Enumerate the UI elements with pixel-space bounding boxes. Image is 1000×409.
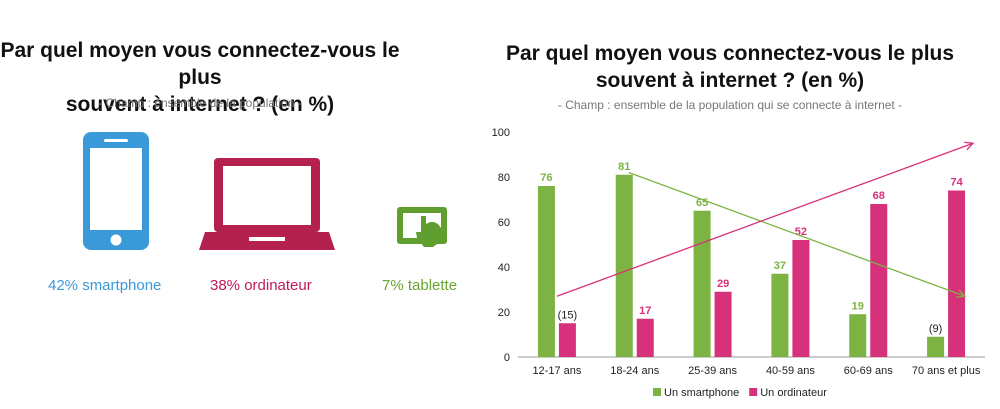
legend-label: Un ordinateur — [760, 387, 827, 399]
tablet-share-label: 7% tablette — [382, 277, 458, 294]
legend-swatch — [749, 388, 758, 396]
data-label: 65 — [696, 197, 708, 209]
bar — [792, 240, 810, 357]
bar — [615, 174, 633, 357]
bar — [693, 210, 711, 357]
x-tick-label: 40-59 ans — [766, 365, 815, 377]
left-subtitle: - Champ : ensemble de la population - — [98, 96, 302, 110]
bar — [636, 318, 654, 357]
y-axis: 0 20 40 60 80 100 — [492, 127, 985, 364]
legend-swatch — [653, 388, 661, 396]
data-label: 81 — [618, 161, 630, 173]
bar — [948, 190, 966, 357]
bars — [537, 174, 966, 357]
x-tick-label: 18-24 ans — [610, 365, 659, 377]
smartphone-trend-arrow — [628, 171, 965, 297]
data-label: 76 — [540, 172, 552, 184]
y-tick-label: 20 — [498, 307, 510, 319]
bar — [849, 314, 867, 357]
right-title: Par quel moyen vous connectez-vous le pl… — [470, 40, 990, 94]
data-label: (15) — [558, 309, 578, 321]
data-label: 19 — [852, 300, 864, 312]
computer-trend-arrow — [556, 143, 973, 297]
legend: Un smartphone Un ordinateur — [653, 387, 827, 399]
bar — [927, 336, 945, 357]
y-tick-label: 80 — [498, 172, 510, 184]
right-subtitle: - Champ : ensemble de la population qui … — [557, 98, 903, 112]
bar — [771, 273, 789, 357]
data-label: 37 — [774, 260, 786, 272]
x-tick-label: 60-69 ans — [844, 365, 893, 377]
y-tick-label: 60 — [498, 217, 510, 229]
legend-label: Un smartphone — [664, 387, 739, 399]
x-axis: 12-17 ans 18-24 ans 25-39 ans 40-59 ans 60-6… — [532, 365, 980, 377]
x-tick-label: 70 ans et plus — [912, 365, 981, 377]
bar — [714, 291, 732, 357]
left-title-line1: Par quel moyen vous connectez-vous le pl… — [0, 39, 400, 89]
data-label: 74 — [950, 177, 963, 189]
right-title-line1: Par quel moyen vous connectez-vous le pl… — [505, 42, 955, 65]
y-tick-label: 0 — [504, 352, 510, 364]
bar — [537, 186, 555, 357]
y-tick-label: 100 — [492, 127, 510, 139]
x-tick-label: 12-17 ans — [532, 365, 581, 377]
data-label: (9) — [929, 323, 942, 335]
smartphone-share-label: 42% smartphone — [48, 277, 162, 294]
computer-share-label: 38% ordinateur — [210, 277, 312, 294]
data-label: 68 — [873, 190, 885, 202]
x-tick-label: 25-39 ans — [688, 365, 737, 377]
data-label: 17 — [639, 305, 651, 317]
left-title-line2: souvent à internet ? (en %) — [65, 93, 335, 116]
right-title-line2: souvent à internet ? (en %) — [595, 69, 865, 92]
data-label: 29 — [717, 278, 729, 290]
bar — [558, 323, 576, 357]
y-tick-label: 40 — [498, 262, 510, 274]
left-title: Par quel moyen vous connectez-vous le pl… — [0, 37, 400, 118]
bar — [870, 204, 888, 357]
trend-arrows — [556, 143, 973, 297]
